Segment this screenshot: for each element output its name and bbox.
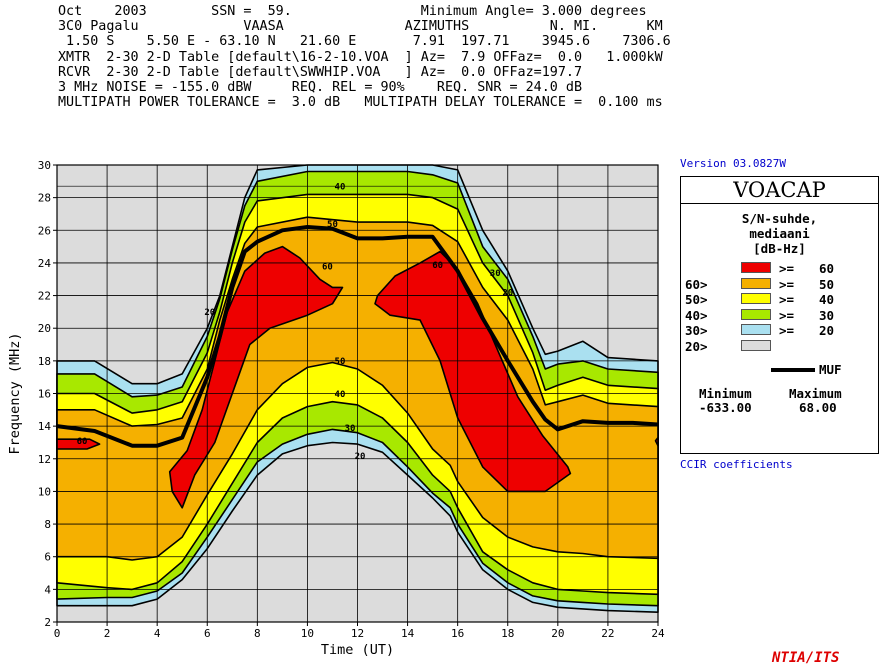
minimum-label: Minimum [699,386,752,401]
contour-label: 50 [335,357,346,367]
legend-row-value: 50 [819,276,835,292]
y-tick-label: 18 [38,355,51,368]
x-tick-label: 22 [601,627,614,640]
legend-row: 50> >= 40 [681,292,878,307]
legend-caption-2: mediaani [749,226,810,241]
y-tick-label: 30 [38,159,51,172]
legend-row-ge: >= [779,261,795,276]
legend-row-ge: >= [779,307,795,323]
legend-swatch [741,293,771,304]
header-line-5: RCVR 2-30 2-D Table [default\SWWHIP.VOA … [58,64,583,80]
contour-label: 40 [335,390,346,400]
contour-region-60b [374,250,572,493]
legend-row-left: 20> [685,338,708,354]
x-tick-label: 0 [54,627,61,640]
y-tick-label: 6 [44,551,51,564]
legend-row: 40> >= 30 [681,307,878,323]
maximum-value: 68.00 [799,400,837,415]
legend-swatch [741,324,771,335]
header-line-1: Oct 2003 SSN = 59. Minimum Angle= 3.000 … [58,4,647,19]
header-line-2: 3C0 Pagalu VAASA AZIMUTHS N. MI. KM [58,19,663,35]
legend-swatch [741,308,771,320]
x-tick-label: 18 [501,627,514,640]
maximum-label: Maximum [789,386,842,401]
x-axis-label: Time (UT) [321,642,394,658]
header-block: Oct 2003 SSN = 59. Minimum Angle= 3.000 … [58,4,671,110]
header-line-3: 1.50 S 5.50 E - 63.10 N 21.60 E 7.91 197… [58,34,671,50]
legend-row-left: 50> [685,292,708,307]
y-tick-label: 24 [38,257,52,270]
legend-row-value: 30 [819,307,835,323]
y-axis-label: Frequency (MHz) [7,333,23,455]
y-tick-label: 14 [38,420,52,433]
x-tick-label: 12 [351,627,364,640]
y-tick-label: 20 [38,322,51,335]
contour-label: 20 [502,289,513,299]
y-tick-label: 28 [38,192,51,205]
minimum-value: -633.00 [699,400,752,415]
header-line-7: MULTIPATH POWER TOLERANCE = 3.0 dB MULTI… [58,95,663,111]
y-tick-label: 16 [38,388,51,401]
legend-row: >= 60 [681,261,878,276]
contour-label: 40 [335,182,346,192]
contour-label: 60 [432,261,443,271]
legend-title: VOACAP [681,177,878,204]
legend-swatch [741,277,771,289]
y-tick-label: 8 [44,518,51,531]
contour-label: 60 [322,262,333,272]
muf-curve [56,225,659,448]
legend-row-ge: >= [779,323,795,338]
x-tick-label: 4 [154,627,161,640]
contour-label: 50 [327,220,338,230]
x-tick-label: 10 [301,627,314,640]
x-tick-label: 8 [254,627,261,640]
y-tick-label: 26 [38,224,51,237]
y-tick-label: 12 [38,453,51,466]
ccir-label: CCIR coefficients [680,458,793,471]
y-tick-label: 4 [44,583,51,596]
contour-label: 30 [345,424,356,434]
header-line-6: 3 MHz NOISE = -155.0 dBW REQ. REL = 90% … [58,80,583,96]
legend-caption-3: [dB-Hz] [753,241,806,256]
legend-caption-1: S/N-suhde, [741,211,818,226]
legend-row-left: 40> [685,307,708,323]
legend-row-left: 30> [685,323,708,338]
ntia-logo-text: NTIA/ITS [772,650,840,666]
x-tick-label: 20 [551,627,564,640]
header-line-4: XMTR 2-30 2-D Table [default\16-2-10.VOA… [58,49,663,65]
x-tick-label: 14 [401,627,415,640]
legend-swatch [741,339,771,351]
legend-row-ge: >= [779,292,795,307]
x-tick-label: 16 [451,627,464,640]
contour-label: 20 [355,452,366,462]
muf-label: MUF [819,362,842,377]
legend-row-ge: >= [779,276,795,292]
contour-label: 20 [204,308,215,318]
x-tick-label: 6 [204,627,211,640]
x-tick-label: 2 [104,627,111,640]
legend-swatch [741,262,771,273]
legend-box: VOACAP S/N-suhde, mediaani [dB-Hz] >= 60 6… [680,176,879,454]
version-label: Version 03.0827W [680,157,786,170]
legend-row: 60> >= 50 [681,276,878,292]
y-tick-label: 22 [38,290,51,303]
y-tick-label: 2 [44,616,51,629]
muf-line-swatch [771,368,815,372]
legend-row-value: 40 [819,292,835,307]
x-tick-label: 24 [651,627,665,640]
y-tick-label: 10 [38,485,51,498]
legend-row-left: 60> [685,276,708,292]
contour-label: 60 [77,437,88,447]
legend-row-value: 60 [819,261,835,276]
legend-row: 20> [681,338,878,354]
contour-label: 30 [490,269,501,279]
legend-row-value: 20 [819,323,835,338]
legend-row: 30> >= 20 [681,323,878,338]
